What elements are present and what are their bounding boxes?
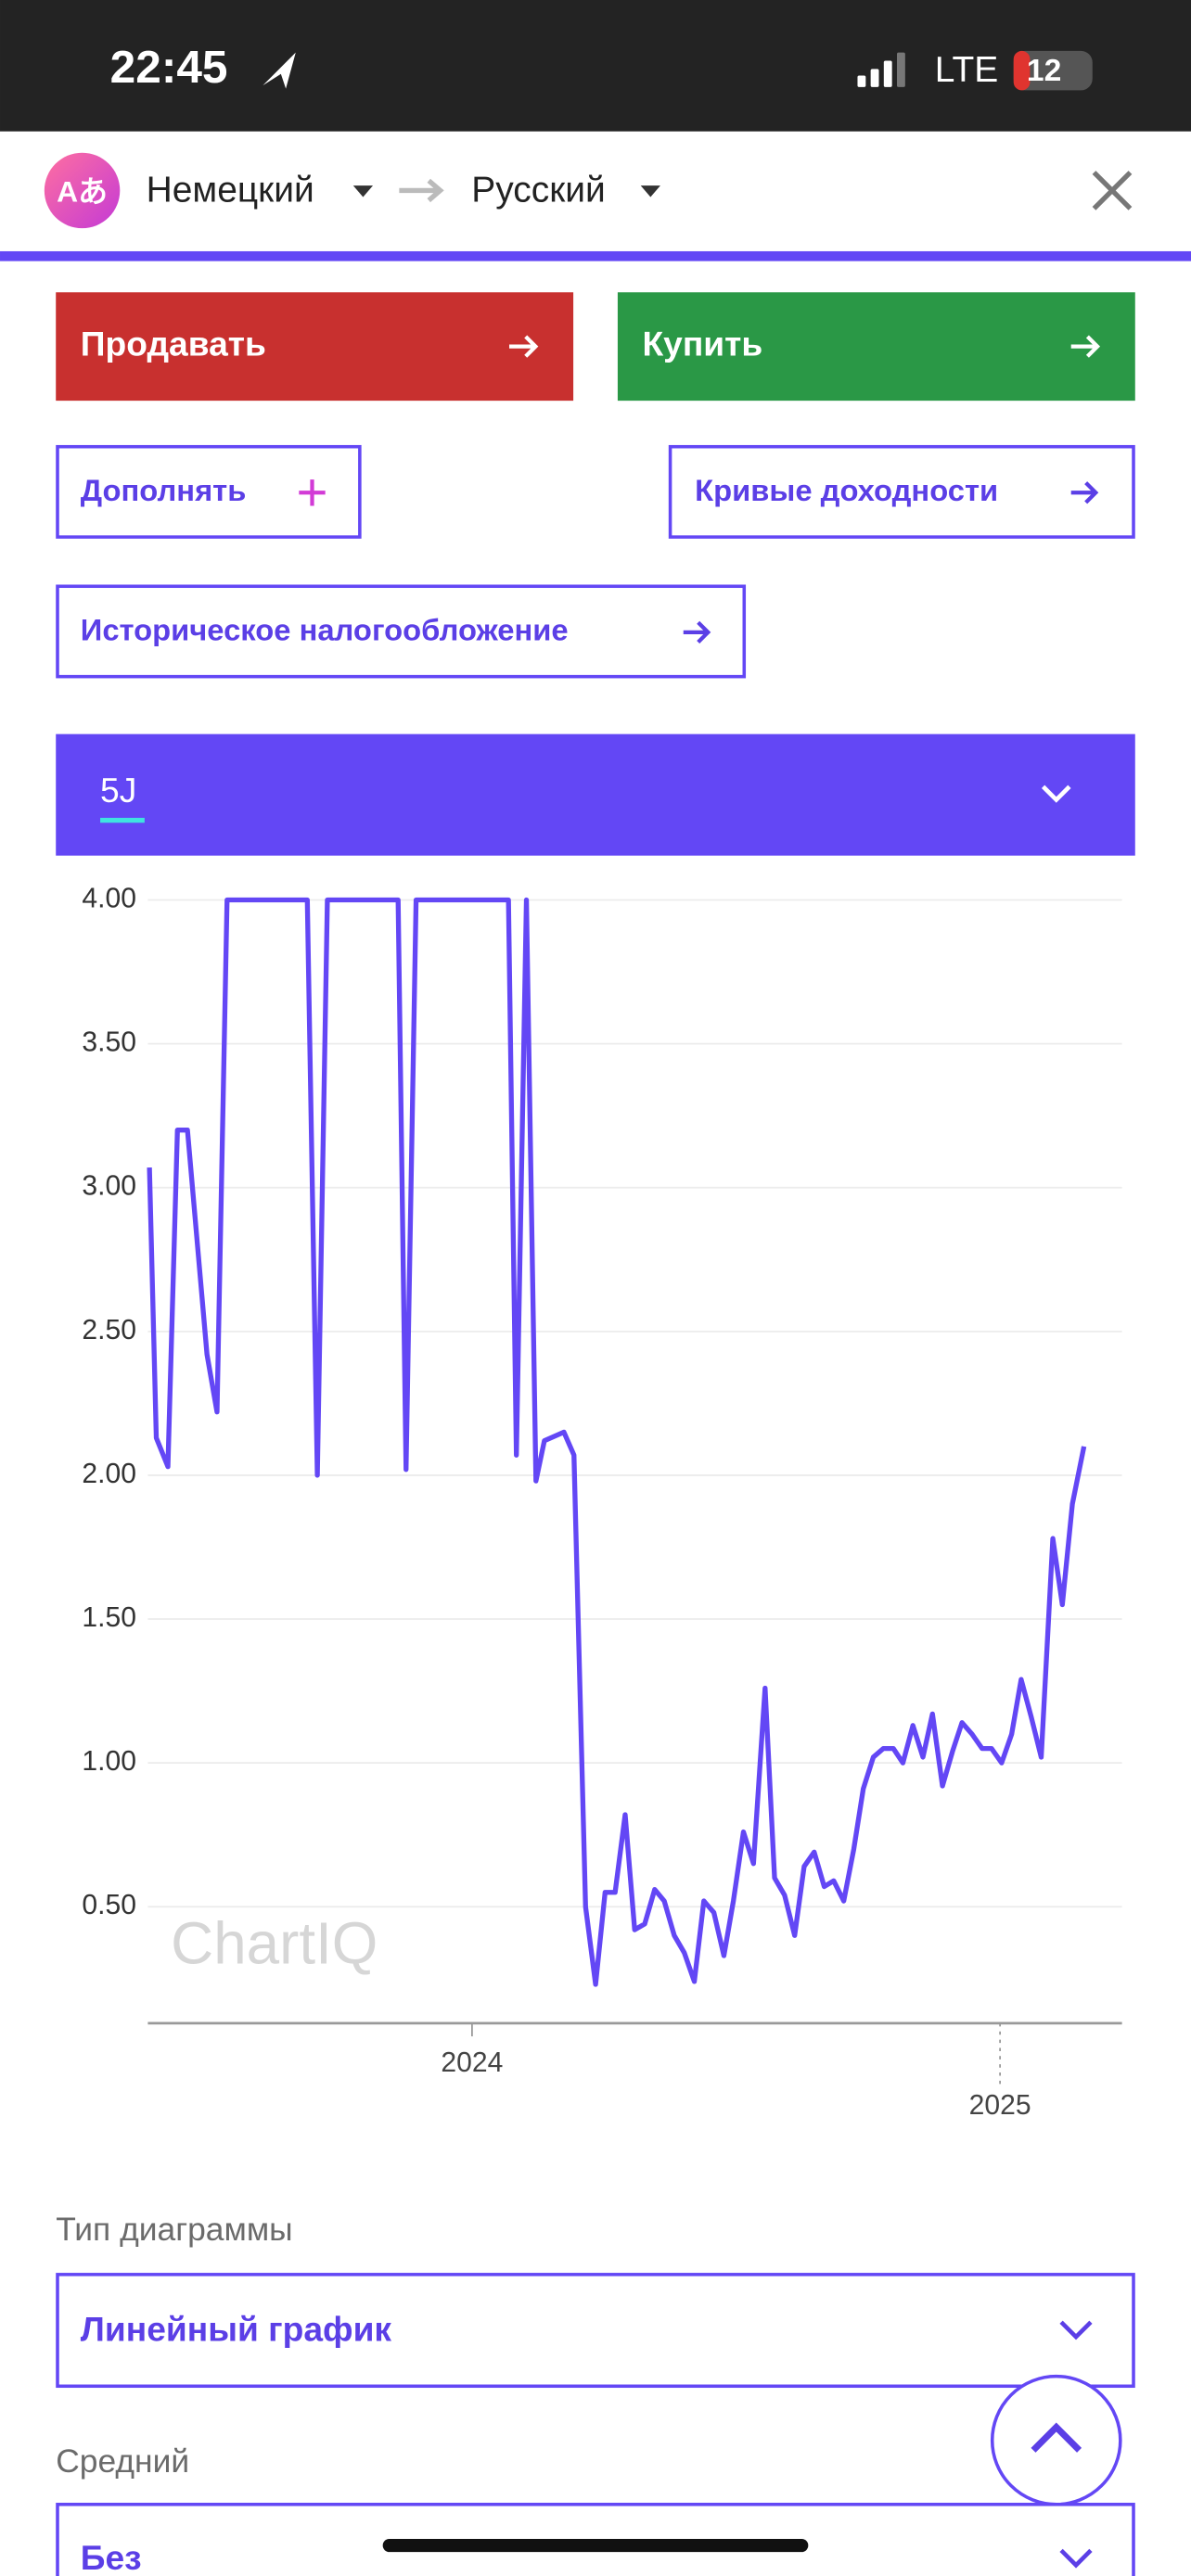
source-language[interactable]: Немецкий bbox=[147, 171, 314, 210]
y-tick-label: 3.50 bbox=[82, 1027, 136, 1058]
arrow-icon bbox=[1070, 481, 1099, 504]
direction-arrow bbox=[399, 178, 444, 203]
period-underline bbox=[100, 817, 145, 823]
plus-icon bbox=[299, 479, 326, 506]
y-tick-label: 1.00 bbox=[82, 1746, 136, 1777]
chevron-icon bbox=[1041, 784, 1071, 803]
average-value: Без bbox=[81, 2538, 142, 2576]
period-selector[interactable] bbox=[56, 733, 1135, 856]
home-indicator bbox=[382, 2538, 809, 2553]
buy-label: Купить bbox=[642, 325, 762, 363]
chart-type-label: Тип диаграммы bbox=[56, 2211, 292, 2248]
target-language[interactable]: Русский bbox=[471, 171, 606, 210]
dropdown-icon bbox=[640, 185, 660, 198]
sell-label: Продавать bbox=[81, 325, 266, 363]
price-line bbox=[147, 897, 1087, 1987]
average-label: Средний bbox=[56, 2442, 189, 2480]
translate-icon-glyph: Aあ bbox=[57, 174, 108, 208]
add-button[interactable] bbox=[56, 444, 362, 539]
chart-type-value: Линейный график bbox=[81, 2310, 392, 2349]
add-label: Дополнять bbox=[81, 473, 247, 507]
buy-button[interactable] bbox=[617, 292, 1135, 402]
yield-curves-label: Кривые доходности bbox=[695, 473, 998, 507]
historical-taxation-button[interactable] bbox=[56, 584, 747, 679]
battery-text: 12 bbox=[1027, 54, 1061, 88]
chart: ChartIQ 0.50 1.00 1.50 2.00 2.50 3.00 3.50 4.00… bbox=[82, 883, 1122, 2121]
arrow-icon bbox=[683, 620, 711, 644]
chart-type-select[interactable] bbox=[56, 2273, 1135, 2389]
x-tick-label: 2024 bbox=[441, 2047, 503, 2078]
watermark: ChartIQ bbox=[171, 1909, 378, 1976]
arrow-icon bbox=[509, 335, 539, 358]
clock: 22:45 bbox=[110, 41, 228, 93]
chevron-up-icon bbox=[1031, 2422, 1082, 2453]
dropdown-icon bbox=[352, 185, 374, 198]
status-bar bbox=[0, 0, 1191, 132]
y-tick-label: 2.50 bbox=[82, 1315, 136, 1345]
close-button[interactable] bbox=[1092, 171, 1133, 210]
location-icon bbox=[263, 52, 296, 89]
y-tick-label: 0.50 bbox=[82, 1890, 136, 1920]
yield-curves-button[interactable] bbox=[668, 444, 1135, 539]
battery-level bbox=[1013, 50, 1031, 91]
arrow-icon bbox=[1070, 335, 1101, 358]
y-tick-label: 3.00 bbox=[82, 1171, 136, 1202]
y-tick-label: 2.00 bbox=[82, 1459, 136, 1489]
period-label: 5J bbox=[100, 771, 136, 810]
y-tick-label: 4.00 bbox=[82, 883, 136, 913]
translate-icon[interactable] bbox=[44, 152, 121, 229]
sell-button[interactable] bbox=[56, 292, 574, 402]
network: LTE bbox=[935, 50, 999, 90]
x-tick-label: 2025 bbox=[969, 2090, 1031, 2121]
chevron-icon bbox=[1059, 2548, 1093, 2569]
signal-icon bbox=[857, 52, 905, 87]
chevron-icon bbox=[1059, 2320, 1093, 2340]
y-tick-label: 1.50 bbox=[82, 1602, 136, 1633]
historical-taxation-label: Историческое налогообложение bbox=[81, 612, 569, 646]
battery-body bbox=[1013, 50, 1093, 91]
scroll-top-button[interactable] bbox=[990, 2374, 1122, 2506]
header-underline bbox=[0, 250, 1191, 261]
